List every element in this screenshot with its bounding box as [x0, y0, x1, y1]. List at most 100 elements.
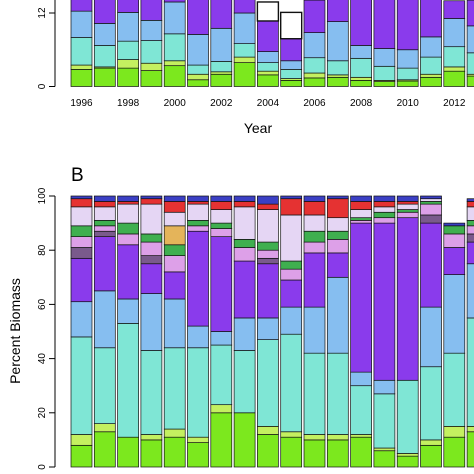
- panel-a-bar-segment: [350, 0, 372, 46]
- panel-b-bar-segment: [466, 198, 474, 202]
- panel-b-bar-segment: [373, 393, 396, 449]
- panel-a-bar-segment: [443, 70, 466, 87]
- panel-a-bar-segment: [93, 45, 116, 68]
- panel-a-bar-segment: [350, 45, 372, 59]
- panel-a-bar-segment: [373, 81, 396, 87]
- panel-b-bar-segment: [326, 252, 349, 278]
- panel-b-y-tick-label: 20: [37, 407, 48, 419]
- panel-b-bar-segment: [373, 206, 396, 213]
- panel-b-bar-segment: [466, 220, 474, 227]
- panel-b-bar-segment: [163, 298, 186, 349]
- panel-b-bar-segment: [466, 241, 474, 265]
- panel-b-bar-segment: [303, 195, 326, 202]
- panel-a-x-tick-label: 2002: [210, 98, 233, 109]
- panel-b-title: B: [71, 165, 84, 186]
- panel-a-bar-segment: [117, 0, 139, 13]
- panel-b-bar-segment: [257, 339, 279, 427]
- panel-a-bar-segment: [93, 0, 116, 24]
- panel-b-bar-segment: [420, 306, 442, 368]
- panel-b-bar-segment: [326, 239, 349, 254]
- panel-b-y-tick-label: 100: [37, 187, 48, 204]
- panel-b-bar-segment: [210, 344, 233, 406]
- panel-a-bar-segment: [373, 0, 396, 49]
- panel-b-bar-segment: [350, 385, 372, 435]
- panel-a-bar-segment: [70, 64, 93, 70]
- panel-a-bar-segment: [257, 62, 279, 72]
- panel-b-bar-segment: [163, 225, 186, 246]
- panel-a-bar-segment: [140, 40, 163, 64]
- panel-a-y-tick-label: 0: [37, 83, 48, 89]
- panel-a-bar-segment: [396, 0, 419, 51]
- panel-a-bar-segment: [466, 52, 474, 75]
- panel-b-bar-segment: [443, 233, 466, 248]
- panel-b-bar-segment: [396, 217, 419, 381]
- panel-b-bar-segment: [210, 209, 233, 224]
- panel-b-bar-segment: [117, 233, 139, 246]
- panel-b-bar-segment: [233, 206, 256, 240]
- panel-b-bar-segment: [93, 230, 116, 237]
- panel-b-bar-segment: [443, 426, 466, 438]
- panel-b-bar-segment: [280, 195, 303, 200]
- panel-a-bar-segment: [257, 74, 279, 87]
- panel-b-bar-segment: [466, 426, 474, 433]
- panel-b: 0 20 40 60 80 100: [37, 187, 474, 470]
- panel-a-x-tick-label: 1998: [117, 98, 140, 109]
- panel-b-bar-segment: [70, 195, 93, 200]
- panel-b-bar-segment: [93, 206, 116, 221]
- panel-b-bar-segment: [466, 263, 474, 319]
- panel-b-bar-segment: [117, 195, 139, 202]
- panel-a-bar-segment: [443, 46, 466, 68]
- panel-a-bar-segment: [70, 0, 93, 12]
- panel-b-bar-segment: [210, 236, 233, 332]
- panel-a-bar-segment: [257, 70, 279, 76]
- panel-a-x-tick-label: 2000: [164, 98, 187, 109]
- panel-b-bar-segment: [163, 271, 186, 300]
- panel-b-bar-segment: [420, 366, 442, 441]
- panel-a-bar-segment: [396, 80, 419, 87]
- panel-b-bar-segment: [443, 274, 466, 354]
- panel-b-bar-segment: [140, 350, 163, 435]
- panel-b-bar-segment: [163, 347, 186, 430]
- panel-a-bar-top: [280, 11, 303, 40]
- panel-b-bar-segment: [93, 225, 116, 232]
- panel-b-bar-segment: [466, 206, 474, 221]
- panel-a-bar-segment: [210, 27, 233, 62]
- panel-a-bar-segment: [233, 43, 256, 58]
- panel-b-bar-segment: [373, 217, 396, 224]
- panel-b-bar-segment: [350, 434, 372, 438]
- panel-a-bar-segment: [443, 0, 466, 19]
- panel-b-bar-segment: [303, 252, 326, 308]
- panel-a-bar-segment: [117, 67, 139, 87]
- panel-b-bar-segment: [187, 201, 209, 205]
- panel-b-bar-segment: [443, 222, 466, 227]
- panel-b-bar-segment: [420, 214, 442, 224]
- panel-b-bar-segment: [466, 431, 474, 468]
- panel-b-y-tick-label: 40: [37, 353, 48, 365]
- panel-b-bar-segment: [257, 249, 279, 259]
- panel-b-bar-segment: [396, 209, 419, 213]
- panel-a-bar-segment: [326, 60, 349, 76]
- panel-a-bar-segment: [140, 70, 163, 87]
- panel-b-bar-segment: [420, 203, 442, 216]
- panel-a-bar-segment: [326, 74, 349, 78]
- panel-b-bar-segment: [396, 195, 419, 202]
- panel-a-bar-segment: [420, 76, 442, 87]
- panel-b-bar-segment: [187, 347, 209, 438]
- panel-a-y-tick-label: 12: [37, 7, 48, 19]
- panel-a-bar-segment: [396, 67, 419, 81]
- panel-a-bar-segment: [210, 61, 233, 73]
- panel-a-bar-segment: [163, 1, 186, 35]
- panel-a: 0121996199820002002200420062008201020122…: [37, 0, 474, 109]
- panel-b-bar-segment: [117, 436, 139, 468]
- panel-a-bars: [70, 0, 474, 87]
- panel-b-bar-segment: [187, 325, 209, 349]
- panel-b-bar-segment: [326, 198, 349, 219]
- panel-a-bar-segment: [373, 65, 396, 81]
- panel-a-bar-segment: [117, 59, 139, 69]
- panel-b-bar-segment: [280, 306, 303, 335]
- panel-b-bar-segment: [257, 195, 279, 205]
- panel-a-bar-segment: [163, 33, 186, 62]
- panel-a-bar-segment: [280, 68, 303, 79]
- panel-b-bar-segment: [280, 333, 303, 433]
- panel-b-bar-segment: [140, 434, 163, 441]
